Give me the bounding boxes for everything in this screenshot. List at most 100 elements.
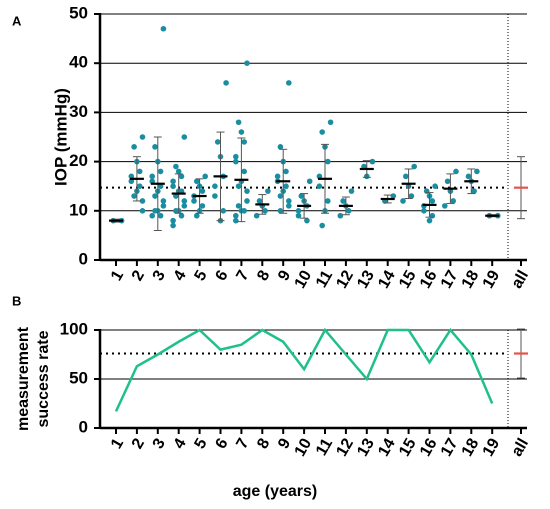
data-point — [319, 222, 326, 229]
data-point — [202, 173, 208, 180]
x-tick-label: 10 — [292, 268, 316, 292]
data-point — [199, 203, 206, 209]
data-point — [295, 212, 302, 219]
x-tick-label: 16 — [417, 268, 441, 292]
data-point — [429, 198, 436, 204]
x-tick-label: 3 — [150, 436, 169, 452]
data-point — [139, 134, 146, 140]
data-point — [173, 163, 179, 170]
y-tick-label: 40 — [69, 53, 88, 72]
data-point — [426, 217, 433, 224]
data-point — [160, 203, 167, 209]
x-tick-label: 7 — [233, 268, 252, 284]
x-tick-label: 1 — [108, 436, 127, 452]
data-point — [316, 183, 323, 189]
data-point — [241, 208, 247, 214]
y-tick-label: 0 — [79, 417, 88, 436]
data-point — [170, 183, 176, 189]
y-tick-label: 20 — [69, 151, 88, 170]
data-point — [233, 153, 239, 160]
x-tick-label: 7 — [233, 436, 252, 452]
data-point — [149, 173, 155, 180]
data-point — [199, 188, 206, 194]
data-point — [295, 208, 302, 214]
y-tick-label: 30 — [69, 102, 88, 121]
data-point — [283, 183, 289, 189]
data-point — [262, 208, 268, 214]
y-tick-label: 100 — [60, 319, 88, 338]
data-point — [212, 183, 218, 189]
data-point — [277, 208, 284, 214]
data-point — [235, 183, 242, 189]
data-point — [152, 193, 158, 199]
panel-label: B — [12, 293, 21, 308]
data-point — [298, 193, 305, 199]
data-point — [131, 144, 137, 150]
data-point — [160, 198, 167, 204]
data-point — [348, 188, 355, 194]
data-point — [235, 203, 242, 209]
data-point — [181, 203, 188, 209]
x-tick-label: 12 — [333, 268, 357, 292]
x-tick-label: 10 — [292, 436, 316, 460]
x-tick-label: 6 — [212, 436, 231, 452]
data-point — [390, 193, 397, 199]
data-point — [149, 212, 155, 219]
line-series — [114, 327, 494, 412]
data-point — [170, 222, 176, 229]
x-tick-label: 15 — [396, 268, 420, 292]
x-tick-label: 2 — [129, 268, 148, 284]
x-tick-label: 15 — [396, 436, 420, 460]
data-point — [340, 198, 346, 204]
x-tick-label: 12 — [333, 436, 357, 460]
x-tick-label: 18 — [459, 436, 483, 460]
y-axis-label: measurement — [15, 326, 32, 431]
y-axis-label: success rate — [35, 330, 52, 427]
data-point — [408, 193, 415, 199]
data-point — [442, 203, 448, 209]
x-tick-label: 1 — [108, 268, 127, 284]
x-tick-label: 3 — [150, 268, 169, 284]
data-point — [212, 193, 218, 199]
data-point — [235, 119, 242, 126]
data-point — [157, 168, 164, 175]
data-point — [160, 25, 167, 32]
data-point — [194, 178, 200, 185]
data-point — [327, 119, 334, 126]
data-point — [178, 212, 185, 219]
x-tick-label: 14 — [375, 268, 399, 292]
data-point — [214, 139, 221, 145]
y-axis-label: IOP (mmHg) — [51, 88, 70, 186]
data-point — [238, 129, 245, 135]
data-point — [306, 178, 313, 185]
x-tick-label: 17 — [438, 436, 462, 460]
data-point — [136, 168, 143, 175]
data-point — [283, 168, 289, 175]
x-tick-label: 18 — [459, 268, 483, 292]
x-tick-label: 8 — [254, 436, 273, 452]
x-tick-label: 19 — [480, 436, 504, 460]
data-point — [325, 158, 331, 165]
data-point — [421, 208, 427, 214]
y-tick-label: 50 — [69, 368, 88, 387]
x-tick-label: 11 — [313, 436, 336, 459]
data-point — [139, 208, 146, 214]
data-point — [233, 212, 239, 219]
data-point — [286, 198, 292, 204]
data-point — [471, 188, 477, 194]
data-point — [220, 208, 227, 214]
data-point — [274, 173, 281, 180]
data-point — [325, 198, 331, 204]
y-tick-label: 10 — [69, 200, 88, 219]
data-point — [286, 80, 292, 86]
x-tick-label: 17 — [438, 268, 462, 292]
data-point — [474, 168, 480, 175]
data-point — [157, 212, 164, 219]
data-point — [277, 144, 284, 150]
data-point — [131, 193, 137, 199]
data-point — [181, 198, 188, 204]
x-tick-label: 2 — [129, 436, 148, 452]
data-point — [175, 168, 182, 175]
data-point — [152, 144, 158, 150]
